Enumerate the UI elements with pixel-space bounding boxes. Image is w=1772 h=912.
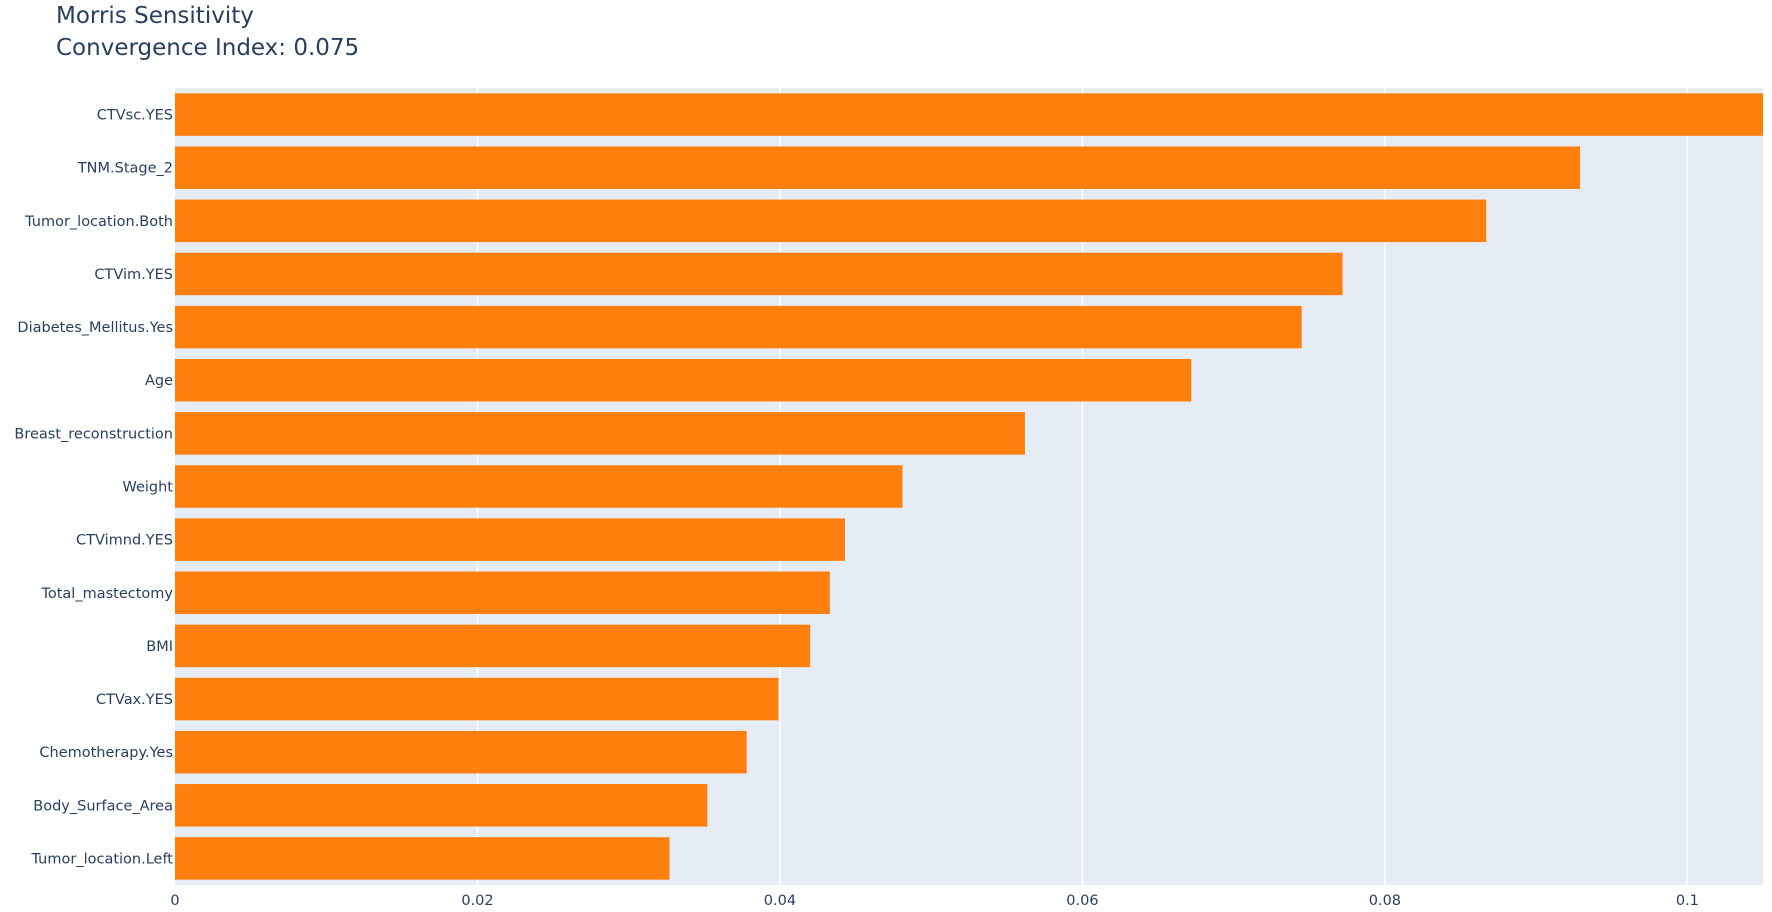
x-tick-label: 0.08 xyxy=(1369,893,1401,909)
x-tick-label: 0 xyxy=(170,893,179,909)
bar xyxy=(175,730,747,774)
y-category-label: BMI xyxy=(146,639,173,655)
bar xyxy=(175,518,845,561)
y-category-label: Breast_reconstruction xyxy=(14,426,173,442)
bar xyxy=(175,465,903,508)
y-category-label: CTVim.YES xyxy=(94,267,173,283)
x-tick-label: 0.04 xyxy=(764,893,796,909)
y-category-label: TNM.Stage_2 xyxy=(77,161,173,177)
y-category-label: CTVsc.YES xyxy=(97,108,173,124)
bar xyxy=(175,837,670,880)
x-tick-label: 0.06 xyxy=(1066,893,1098,909)
y-category-label: Tumor_location.Left xyxy=(31,851,174,867)
bar xyxy=(175,252,1343,296)
y-category-label: Chemotherapy.Yes xyxy=(39,745,173,761)
bar xyxy=(175,784,708,827)
bar xyxy=(175,93,1763,136)
bar xyxy=(175,146,1581,189)
y-category-label: Age xyxy=(145,373,173,389)
chart-title: Morris Sensitivity Convergence Index: 0.… xyxy=(56,0,359,64)
y-category-label: CTVimnd.YES xyxy=(76,533,173,549)
y-category-label: Diabetes_Mellitus.Yes xyxy=(17,320,173,336)
y-category-label: Tumor_location.Both xyxy=(24,214,173,230)
bar xyxy=(175,412,1025,455)
x-tick-label: 0.02 xyxy=(461,893,493,909)
x-axis-ticks: 0 0.02 0.04 0.06 0.08 0.1 xyxy=(170,893,1699,909)
bar xyxy=(175,305,1302,349)
bar xyxy=(175,624,811,668)
bar xyxy=(175,571,830,615)
chart-title-line1: Morris Sensitivity xyxy=(56,3,254,29)
y-category-label: Body_Surface_Area xyxy=(33,798,173,814)
bars xyxy=(175,93,1763,880)
y-category-label: CTVax.YES xyxy=(96,692,173,708)
y-axis-labels: CTVsc.YES TNM.Stage_2 Tumor_location.Both C… xyxy=(14,108,173,868)
bar xyxy=(175,358,1192,402)
chart-title-line2: Convergence Index: 0.075 xyxy=(56,35,360,61)
x-tick-label: 0.1 xyxy=(1676,893,1699,909)
bar xyxy=(175,677,779,721)
y-category-label: Weight xyxy=(122,480,173,496)
y-category-label: Total_mastectomy xyxy=(40,586,173,602)
bar xyxy=(175,199,1487,243)
